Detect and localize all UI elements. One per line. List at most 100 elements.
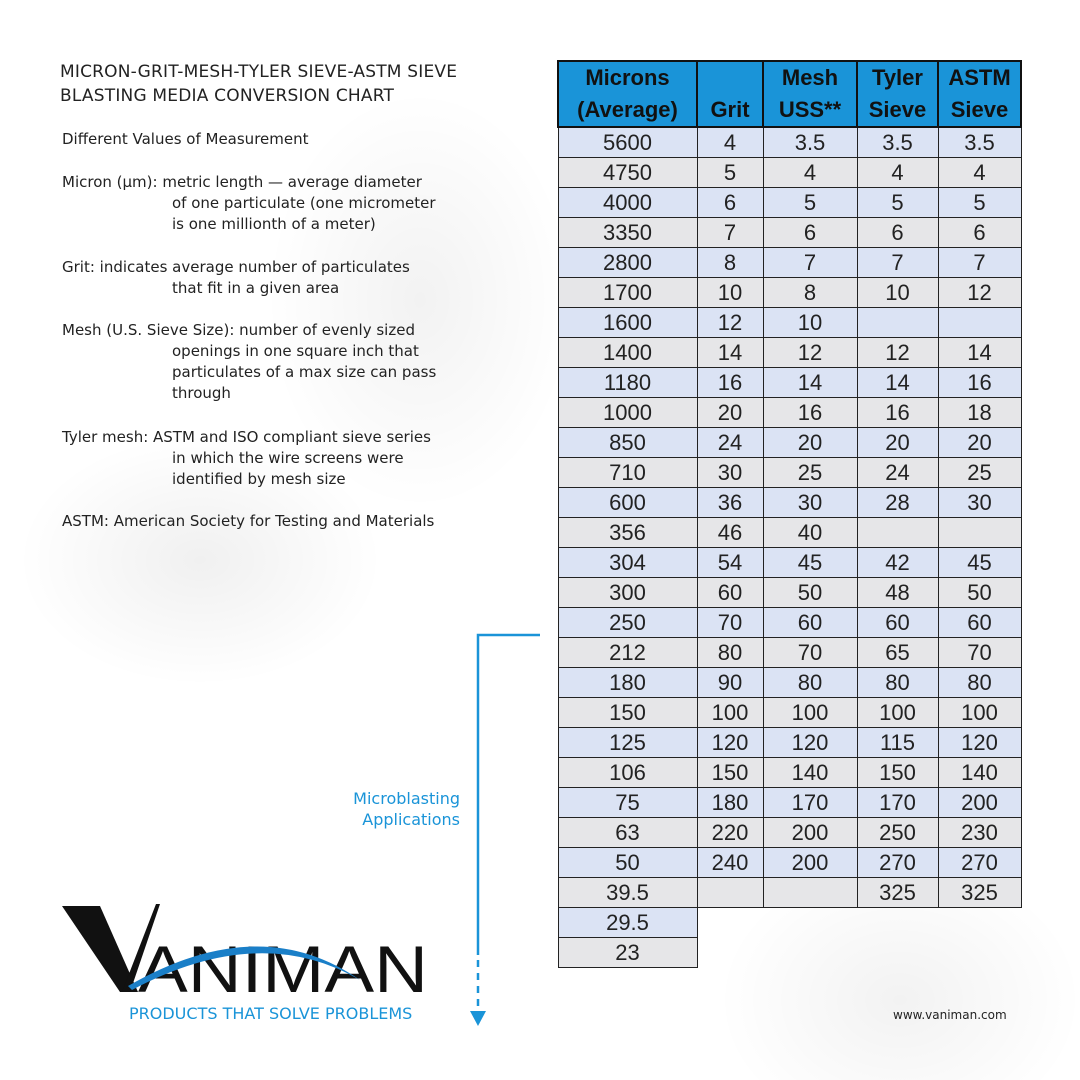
- table-cell: 50: [937, 577, 1022, 608]
- microblasting-label: Microblasting Applications: [320, 788, 460, 830]
- table-cell: 140: [762, 757, 858, 788]
- table-row: 29.5: [557, 907, 1021, 938]
- definition-first-line: Tyler mesh: ASTM and ISO compliant sieve…: [62, 428, 431, 446]
- table-cell: 12: [762, 337, 858, 368]
- table-cell: 50: [762, 577, 858, 608]
- table-cell: 5: [856, 187, 939, 218]
- table-cell: 80: [937, 667, 1022, 698]
- table-row: 3350 7 6 6 6: [557, 217, 1022, 248]
- table-row: 304 54 45 42 45: [557, 547, 1022, 578]
- table-cell: 10: [856, 277, 939, 308]
- table-row: 63 220 200 250 230: [557, 817, 1022, 848]
- definition-first-line: ASTM: American Society for Testing and M…: [62, 512, 435, 530]
- definition-line: identified by mesh size: [172, 470, 346, 488]
- conversion-table: Microns (Average) Grit Mesh USS** Tyler Sieve…: [557, 60, 1022, 968]
- table-cell: 80: [856, 667, 939, 698]
- table-cell: 48: [856, 577, 939, 608]
- label-line: Applications: [362, 810, 460, 829]
- table-cell: 2800: [557, 247, 698, 278]
- table-cell: 6: [696, 187, 764, 218]
- table-cell: 120: [937, 727, 1022, 758]
- table-cell: 30: [762, 487, 858, 518]
- table-row: 710 30 25 24 25: [557, 457, 1022, 488]
- definition-first-line: Micron (µm): metric length — average dia…: [62, 173, 422, 191]
- table-cell: 1700: [557, 277, 698, 308]
- table-cell: 50: [557, 847, 698, 878]
- header-line: USS**: [778, 97, 842, 122]
- table-row: 600 36 30 28 30: [557, 487, 1022, 518]
- table-cell: 270: [937, 847, 1022, 878]
- table-cell: 60: [696, 577, 764, 608]
- table-cell: 212: [557, 637, 698, 668]
- vaniman-logo: ANIMAN: [62, 904, 428, 1000]
- table-cell: 3.5: [856, 126, 939, 158]
- table-cell: 5600: [557, 126, 698, 158]
- table-cell: 10: [762, 307, 858, 338]
- table-cell: 18: [937, 397, 1022, 428]
- table-cell: 230: [937, 817, 1022, 848]
- table-cell: 100: [937, 697, 1022, 728]
- table-cell: 150: [557, 697, 698, 728]
- definition-first-line: Grit: indicates average number of partic…: [62, 258, 410, 276]
- table-cell: 24: [696, 427, 764, 458]
- definition-line: is one millionth of a meter): [172, 215, 376, 233]
- table-cell: 4: [937, 157, 1022, 188]
- table-row: 23: [557, 937, 1021, 968]
- header-line: Mesh: [781, 65, 839, 90]
- table-cell: 250: [557, 607, 698, 638]
- table-row: 1000 20 16 16 18: [557, 397, 1022, 428]
- table-cell: 5: [937, 187, 1022, 218]
- table-cell: 12: [696, 307, 764, 338]
- table-row: 180 90 80 80 80: [557, 667, 1022, 698]
- subtitle: Different Values of Measurement: [62, 130, 309, 148]
- table-cell: 4: [696, 126, 764, 158]
- table-cell: 240: [696, 847, 764, 878]
- column-header: Tyler Sieve: [856, 60, 939, 128]
- header-line: Microns: [585, 65, 670, 90]
- table-row: 356 46 40: [557, 517, 1022, 548]
- column-header: Grit: [696, 60, 764, 128]
- table-cell: 100: [856, 697, 939, 728]
- table-cell: 63: [557, 817, 698, 848]
- table-cell: 120: [696, 727, 764, 758]
- table-cell: [937, 517, 1022, 548]
- table-cell: 8: [696, 247, 764, 278]
- title-line: BLASTING MEDIA CONVERSION CHART: [60, 86, 395, 106]
- website-url: www.vaniman.com: [893, 1008, 1007, 1022]
- table-cell: 4750: [557, 157, 698, 188]
- table-cell: 180: [557, 667, 698, 698]
- table-row: 300 60 50 48 50: [557, 577, 1022, 608]
- table-cell: 30: [937, 487, 1022, 518]
- table-cell: 4000: [557, 187, 698, 218]
- table-cell: 16: [856, 397, 939, 428]
- table-cell: 115: [856, 727, 939, 758]
- table-cell: [856, 517, 939, 548]
- table-cell: 3.5: [762, 126, 858, 158]
- column-header: Mesh USS**: [762, 60, 858, 128]
- table-cell: 3350: [557, 217, 698, 248]
- table-cell: 1180: [557, 367, 698, 398]
- table-cell: 30: [696, 457, 764, 488]
- definition-line: in which the wire screens were: [172, 449, 404, 467]
- definition: ASTM: American Society for Testing and M…: [62, 511, 502, 532]
- table-cell: 80: [696, 637, 764, 668]
- table-cell: 180: [696, 787, 764, 818]
- definition: Grit: indicates average number of partic…: [62, 257, 502, 299]
- table-cell: 60: [937, 607, 1022, 638]
- label-line: Microblasting: [353, 789, 460, 808]
- header-line: ASTM: [948, 65, 1011, 90]
- table-row: 1180 16 14 14 16: [557, 367, 1022, 398]
- table-cell: 7: [937, 247, 1022, 278]
- table-cell: 1600: [557, 307, 698, 338]
- table-row: 212 80 70 65 70: [557, 637, 1022, 668]
- table-cell: 16: [762, 397, 858, 428]
- header-line: Sieve: [868, 97, 927, 122]
- table-cell: 60: [762, 607, 858, 638]
- table-cell: 7: [856, 247, 939, 278]
- table-cell: 16: [696, 367, 764, 398]
- table-cell: 8: [762, 277, 858, 308]
- table-cell: 20: [937, 427, 1022, 458]
- table-cell: 200: [762, 817, 858, 848]
- table-cell: 850: [557, 427, 698, 458]
